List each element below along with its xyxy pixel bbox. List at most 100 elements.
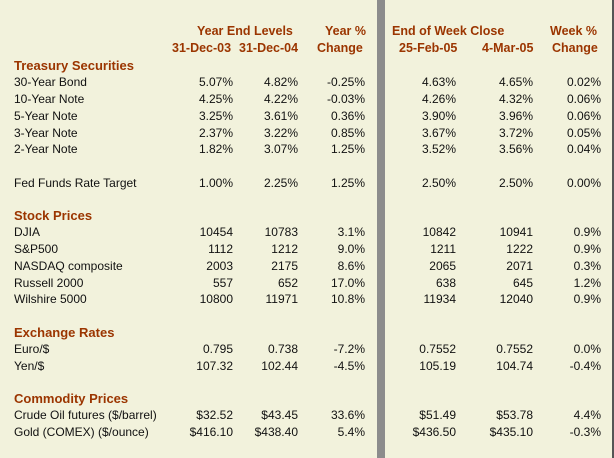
table-row: 2-Year Note 1.82% 3.07% 1.25% 3.52% 3.56…	[0, 141, 614, 157]
cell-week-change: 0.0%	[573, 342, 601, 356]
cell-31-dec-04: 10783	[264, 225, 298, 239]
cell-week-change: 0.06%	[566, 109, 601, 123]
cell-31-dec-04: 11971	[265, 292, 298, 306]
row-label: S&P500	[14, 242, 59, 256]
row-label: 2-Year Note	[14, 142, 78, 156]
table-row: DJIA 10454 10783 3.1% 10842 10941 0.9%	[0, 224, 614, 240]
cell-31-dec-04: 0.738	[267, 342, 298, 356]
cell-year-change: 9.0%	[337, 242, 365, 256]
row-label: Russell 2000	[14, 276, 84, 290]
cell-week-change: 0.02%	[566, 75, 601, 89]
row-label: 30-Year Bond	[14, 75, 87, 89]
table-row: Wilshire 5000 10800 11971 10.8% 11934 12…	[0, 291, 614, 307]
section-commodity-prices: Commodity Prices	[14, 391, 129, 406]
section-stock-prices: Stock Prices	[14, 208, 93, 223]
cell-31-dec-04: 102.44	[261, 359, 298, 373]
cell-week-change: 0.9%	[573, 292, 601, 306]
cell-25-feb-05: 10842	[422, 225, 456, 239]
row-label: 3-Year Note	[14, 126, 78, 140]
cell-25-feb-05: 2065	[429, 259, 456, 273]
cell-year-change: 1.25%	[330, 176, 365, 190]
cell-week-change: 0.06%	[566, 92, 601, 106]
cell-year-change: 0.85%	[330, 126, 365, 140]
cell-4-mar-05: 3.96%	[498, 109, 533, 123]
column-divider	[377, 0, 385, 458]
cell-year-change: -0.25%	[326, 75, 365, 89]
cell-31-dec-04: 652	[277, 276, 298, 290]
cell-week-change: 0.9%	[573, 242, 601, 256]
cell-4-mar-05: 1222	[506, 242, 533, 256]
cell-4-mar-05: 2071	[506, 259, 533, 273]
table-row: Yen/$ 107.32 102.44 -4.5% 105.19 104.74 …	[0, 358, 614, 374]
cell-25-feb-05: 105.19	[419, 359, 456, 373]
row-label: Yen/$	[14, 359, 45, 373]
cell-31-dec-03: 1112	[208, 242, 233, 256]
cell-31-dec-03: 5.07%	[198, 75, 233, 89]
row-label: DJIA	[14, 225, 41, 239]
cell-25-feb-05: 2.50%	[421, 176, 456, 190]
table-row: 30-Year Bond 5.07% 4.82% -0.25% 4.63% 4.…	[0, 74, 614, 90]
cell-week-change: -0.3%	[569, 425, 601, 439]
cell-4-mar-05: 4.32%	[498, 92, 533, 106]
table-row: 3-Year Note 2.37% 3.22% 0.85% 3.67% 3.72…	[0, 125, 614, 141]
cell-4-mar-05: 3.56%	[498, 142, 533, 156]
cell-week-change: 4.4%	[573, 408, 601, 422]
cell-week-change: 0.04%	[566, 142, 601, 156]
cell-year-change: 3.1%	[337, 225, 365, 239]
table-row: Euro/$ 0.795 0.738 -7.2% 0.7552 0.7552 0…	[0, 341, 614, 357]
cell-year-change: -0.03%	[326, 92, 365, 106]
cell-31-dec-03: $32.52	[196, 408, 233, 422]
cell-year-change: 10.8%	[330, 292, 365, 306]
cell-31-dec-03: 2.37%	[198, 126, 233, 140]
cell-4-mar-05: 3.72%	[498, 126, 533, 140]
header-year-change: Change	[317, 41, 363, 55]
cell-31-dec-03: 10800	[199, 292, 233, 306]
header-31-dec-04: 31-Dec-04	[239, 41, 299, 55]
header-end-of-week-close: End of Week Close	[392, 24, 505, 38]
header-31-dec-03: 31-Dec-03	[172, 41, 232, 55]
section-treasury-securities: Treasury Securities	[14, 58, 134, 73]
cell-week-change: 0.3%	[573, 259, 601, 273]
header-week-pct: Week %	[550, 24, 598, 38]
cell-week-change: 1.2%	[573, 276, 601, 290]
row-label: Crude Oil futures ($/barrel)	[14, 408, 157, 422]
cell-4-mar-05: 10941	[499, 225, 533, 239]
header-year-pct: Year %	[325, 24, 367, 38]
cell-year-change: 33.6%	[330, 408, 365, 422]
cell-25-feb-05: 638	[435, 276, 456, 290]
cell-year-change: -4.5%	[333, 359, 365, 373]
cell-31-dec-04: 4.22%	[263, 92, 298, 106]
cell-25-feb-05: 3.90%	[421, 109, 456, 123]
table-row: 5-Year Note 3.25% 3.61% 0.36% 3.90% 3.96…	[0, 108, 614, 124]
row-label: 5-Year Note	[14, 109, 78, 123]
cell-25-feb-05: 4.63%	[421, 75, 456, 89]
cell-31-dec-04: 2175	[271, 259, 298, 273]
cell-year-change: 5.4%	[337, 425, 365, 439]
row-label: 10-Year Note	[14, 92, 85, 106]
cell-4-mar-05: $53.78	[496, 408, 533, 422]
cell-25-feb-05: 11934	[423, 292, 456, 306]
cell-25-feb-05: 4.26%	[421, 92, 456, 106]
row-label: Euro/$	[14, 342, 50, 356]
header-4-mar-05: 4-Mar-05	[482, 41, 534, 55]
cell-31-dec-04: 2.25%	[263, 176, 298, 190]
row-label: Gold (COMEX) ($/ounce)	[14, 425, 149, 439]
row-label: Wilshire 5000	[14, 292, 87, 306]
cell-31-dec-03: 1.82%	[198, 142, 233, 156]
cell-year-change: 0.36%	[330, 109, 365, 123]
cell-4-mar-05: $435.10	[489, 425, 533, 439]
row-label: NASDAQ composite	[14, 259, 123, 273]
table-row: S&P500 1112 1212 9.0% 1211 1222 0.9%	[0, 241, 614, 257]
cell-25-feb-05: 1211	[430, 242, 456, 256]
header-25-feb-05: 25-Feb-05	[399, 41, 458, 55]
cell-25-feb-05: 3.52%	[421, 142, 456, 156]
cell-4-mar-05: 0.7552	[496, 342, 533, 356]
cell-week-change: 0.05%	[566, 126, 601, 140]
cell-31-dec-03: 2003	[206, 259, 233, 273]
table-row: Gold (COMEX) ($/ounce) $416.10 $438.40 5…	[0, 424, 614, 440]
cell-4-mar-05: 2.50%	[498, 176, 533, 190]
header-year-end-levels: Year End Levels	[197, 24, 293, 38]
cell-31-dec-03: $416.10	[189, 425, 233, 439]
cell-31-dec-03: 10454	[199, 225, 233, 239]
table-row: NASDAQ composite 2003 2175 8.6% 2065 207…	[0, 258, 614, 274]
